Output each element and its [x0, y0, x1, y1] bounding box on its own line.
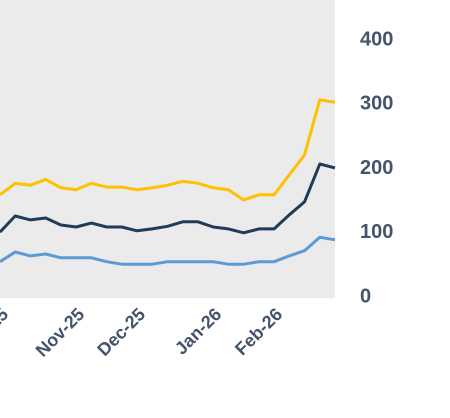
x-tick-label: Nov-25: [32, 304, 89, 361]
x-tick-label: Feb-26: [231, 304, 286, 359]
x-tick-label: Dec-25: [93, 304, 149, 360]
line-series: [0, 235, 336, 266]
line-series: [0, 98, 336, 202]
y-tick-label: 200: [360, 157, 393, 179]
x-tick-label: Jan-26: [171, 304, 225, 358]
y-tick-label: 100: [360, 221, 393, 243]
y-tick-label: 400: [360, 28, 393, 50]
y-tick-label: 300: [360, 93, 393, 115]
line-series: [0, 162, 336, 235]
x-tick-label: Oct-25: [0, 304, 12, 358]
plot-area: [0, 0, 335, 298]
y-tick-label: 0: [360, 285, 371, 307]
